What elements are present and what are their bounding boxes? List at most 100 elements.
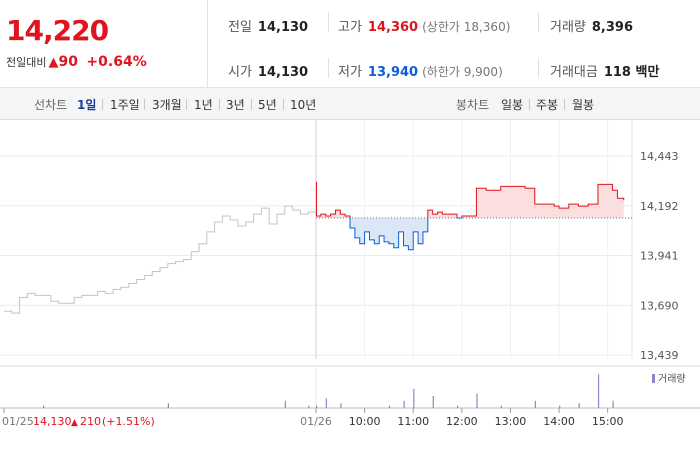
tab-daily-candle[interactable]: 일봉 <box>501 98 524 112</box>
volume-bar <box>325 398 327 408</box>
y-tick-label: 13,941 <box>640 250 679 263</box>
stat-label: 거래량 <box>550 20 586 35</box>
tab-weekly-candle[interactable]: 주봉 <box>536 98 559 112</box>
volume-bar <box>284 400 286 408</box>
volume-bar <box>403 400 405 408</box>
tab-divider <box>283 99 284 110</box>
candle-chart-title: 봉차트 <box>456 98 490 112</box>
tab-1d[interactable]: 1일 <box>77 98 97 112</box>
tab-divider <box>251 99 252 110</box>
divider <box>328 12 329 32</box>
change-percent: +0.64% <box>86 54 147 70</box>
prev-day-close: 14,130 <box>33 415 72 428</box>
volume-bar <box>597 374 600 408</box>
volume-bar <box>308 405 310 408</box>
volume-legend-swatch <box>652 374 655 383</box>
stat-label: 저가 <box>338 65 362 80</box>
volume-bar <box>340 403 342 408</box>
tab-3y[interactable]: 3년 <box>226 98 245 112</box>
x-tick-label: 12:00 <box>446 415 478 428</box>
volume-bar <box>612 400 614 408</box>
prev-day-change-pct: (+1.51%) <box>102 415 155 428</box>
stat-high: 고가 14,360 (상한가 18,360) <box>338 16 510 35</box>
y-tick-label: 14,192 <box>640 200 679 213</box>
volume-bar <box>476 393 478 408</box>
x-tick-label: 15:00 <box>592 415 624 428</box>
tab-3m[interactable]: 3개월 <box>152 98 182 112</box>
change-label: 전일대비 <box>6 56 47 69</box>
up-area <box>316 182 624 219</box>
price-chart[interactable]: 14,443 14,192 13,941 13,690 13,439 거래량 01/26… <box>0 120 700 450</box>
divider <box>328 58 329 78</box>
volume-bar <box>316 405 318 408</box>
price-box: 14,220 전일대비 ▲90 +0.64% <box>0 0 208 88</box>
stat-label: 고가 <box>338 20 362 35</box>
volume-bar <box>534 400 536 408</box>
prev-day-change: 210 <box>80 415 101 428</box>
volume-bar <box>432 396 434 408</box>
stat-value: 13,940 <box>367 65 419 80</box>
y-tick-label: 14,443 <box>640 150 679 163</box>
stock-summary: 14,220 전일대비 ▲90 +0.64% 전일 14,130 시가 14,130 … <box>0 0 700 88</box>
x-tick-label: 01/26 <box>300 415 332 428</box>
volume-bar <box>456 405 459 408</box>
x-tick-label: 10:00 <box>349 415 381 428</box>
today-line-up <box>315 181 625 219</box>
stat-label: 거래대금 <box>550 65 598 80</box>
stat-volume: 거래량 8,396 <box>550 16 633 35</box>
volume-bar <box>559 405 561 408</box>
tab-divider <box>144 99 145 110</box>
tab-divider <box>219 99 220 110</box>
tab-1y[interactable]: 1년 <box>194 98 213 112</box>
volume-bar <box>388 405 391 408</box>
volume-bar <box>43 405 45 408</box>
volume-bar <box>500 405 502 408</box>
stat-value: 14,130 <box>257 65 309 80</box>
today-line-down <box>349 218 463 251</box>
volume-legend-label: 거래량 <box>658 373 686 385</box>
stat-low: 저가 13,940 (하한가 9,900) <box>338 61 503 80</box>
stat-label: 전일 <box>228 20 252 35</box>
stat-label: 시가 <box>228 65 252 80</box>
change-row: 전일대비 ▲90 +0.64% <box>6 54 147 70</box>
up-arrow-icon: ▲ <box>48 55 59 70</box>
tab-10y[interactable]: 10년 <box>290 98 317 112</box>
chart-grid <box>0 120 633 359</box>
volume-chart: 거래량 <box>0 365 700 409</box>
x-tick-label: 13:00 <box>495 415 527 428</box>
volume-bar <box>413 388 415 408</box>
previous-day-series <box>4 205 317 314</box>
divider <box>538 12 539 32</box>
current-price: 14,220 <box>6 14 109 47</box>
tab-divider <box>102 99 103 110</box>
prev-day-line <box>4 205 317 314</box>
stat-value: 8,396 <box>591 20 634 35</box>
tab-divider <box>186 99 187 110</box>
stat-trade-value: 거래대금 118 백만 <box>550 61 659 80</box>
prev-day-annotation: 01/25 14,130 ▲ 210 (+1.51%) <box>2 408 155 428</box>
stat-prev-close: 전일 14,130 <box>228 16 308 35</box>
lower-limit: (하한가 9,900) <box>422 65 503 79</box>
tab-monthly-candle[interactable]: 월봉 <box>572 98 595 112</box>
stat-open: 시가 14,130 <box>228 61 308 80</box>
y-tick-label: 13,439 <box>640 349 679 362</box>
divider <box>538 58 539 78</box>
x-axis: 01/26 10:00 11:00 12:00 13:00 14:00 15:00 <box>300 408 624 428</box>
down-area <box>350 218 428 250</box>
today-series <box>315 181 632 251</box>
volume-bar <box>167 403 169 408</box>
tab-divider <box>564 99 565 110</box>
up-arrow-icon: ▲ <box>71 418 78 428</box>
y-tick-label: 13,690 <box>640 299 679 312</box>
change-points: 90 <box>58 54 78 70</box>
stat-value: 118 백만 <box>603 65 660 80</box>
stat-value: 14,130 <box>257 20 309 35</box>
upper-limit: (상한가 18,360) <box>422 20 511 34</box>
prev-day-date: 01/25 <box>2 415 34 428</box>
x-tick-label: 11:00 <box>397 415 429 428</box>
tab-1w[interactable]: 1주일 <box>110 98 140 112</box>
stat-value: 14,360 <box>367 20 419 35</box>
volume-bar <box>578 403 580 408</box>
chart-period-tabs: 선차트 1일 1주일 3개월 1년 3년 5년 10년 봉차트 일봉 주봉 월봉 <box>0 88 700 120</box>
tab-5y[interactable]: 5년 <box>258 98 277 112</box>
